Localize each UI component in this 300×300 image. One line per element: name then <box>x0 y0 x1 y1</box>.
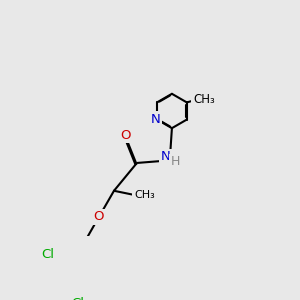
Text: N: N <box>161 151 170 164</box>
Text: Cl: Cl <box>41 248 54 261</box>
Text: H: H <box>171 155 180 169</box>
Text: O: O <box>121 128 131 142</box>
Text: CH₃: CH₃ <box>134 190 155 200</box>
Text: CH₃: CH₃ <box>193 93 215 106</box>
Text: Cl: Cl <box>71 297 85 300</box>
Text: O: O <box>93 210 104 223</box>
Text: N: N <box>151 113 160 126</box>
